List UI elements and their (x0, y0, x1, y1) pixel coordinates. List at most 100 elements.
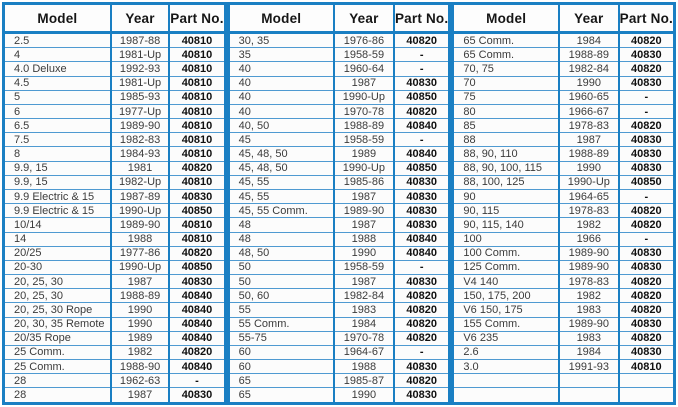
model-cell: 20, 25, 30 Rope (3, 302, 111, 318)
year-cell: 1988-89 (557, 146, 619, 162)
part-cell: 40830 (392, 174, 450, 190)
model-cell: 20, 25, 30 (3, 274, 111, 289)
part-no-header: Part No. (392, 3, 450, 34)
table-row: 9.9, 15 1982-Up 40810 (3, 174, 226, 190)
part-cell: 40830 (617, 259, 675, 275)
table-row: 90, 115, 140 1982 40820 (452, 217, 675, 232)
table-row: 155 Comm. 1989-90 40830 (452, 316, 675, 332)
part-cell: 40820 (617, 288, 675, 303)
table-row: 7.5 1982-83 40810 (3, 132, 226, 147)
year-cell: 1966-67 (557, 103, 619, 119)
year-cell: 1988 (332, 359, 394, 374)
year-cell: 1990-Up (557, 174, 619, 190)
table-row: 88 1987 40830 (452, 132, 675, 147)
year-cell: 1987 (557, 132, 619, 147)
part-cell: 40820 (392, 373, 450, 388)
table-row: 55 Comm. 1984 40820 (228, 316, 450, 332)
model-cell: 50, 60 (228, 288, 334, 303)
year-cell: 1987 (332, 188, 394, 204)
table-row: 90 1964-65- (452, 188, 675, 204)
year-cell: 1958-59 (332, 47, 394, 62)
year-cell: 1987-89 (109, 188, 170, 204)
part-cell: 40830 (392, 203, 450, 218)
table-row: 60 1964-67- (228, 344, 450, 360)
year-cell (557, 373, 619, 388)
table-row: 4.5 1981-Up 40810 (3, 75, 226, 91)
model-cell: 40 (228, 61, 334, 77)
model-header: Model (228, 3, 334, 34)
model-cell: 50 (228, 259, 334, 275)
part-cell: 40850 (392, 160, 450, 176)
part-cell: 40840 (392, 245, 450, 261)
table-row: 20, 30, 35 Remote 1990 40840 (3, 316, 226, 332)
part-cell: 40820 (168, 245, 226, 261)
model-cell: 45, 48, 50 (228, 146, 334, 162)
table-row: 40 1987 40830 (228, 75, 450, 91)
year-cell: 1970-78 (332, 330, 394, 346)
table-row: 48 1987 40830 (228, 217, 450, 232)
model-cell: 6.5 (3, 118, 111, 133)
model-cell: 90, 115 (452, 203, 559, 218)
part-cell: 40830 (617, 75, 675, 91)
table-row: 9.9 Electric & 15 1987-89 40830 (3, 188, 226, 204)
year-cell: 1984 (332, 316, 394, 332)
year-header: Year (557, 3, 619, 34)
model-cell: 45 (228, 132, 334, 147)
model-cell: 2.6 (452, 344, 559, 360)
model-cell: 85 (452, 118, 559, 133)
model-cell: 48 (228, 231, 334, 247)
model-cell: 155 Comm. (452, 316, 559, 332)
table-row: 25 Comm. 1988-90 40840 (3, 359, 226, 374)
part-cell: 40810 (168, 47, 226, 62)
parts-table-group-2: Model Year Part No. 30, 35 1976-86 40820 35… (226, 2, 452, 405)
table-row: 88, 100, 125 1990-Up 40850 (452, 174, 675, 190)
year-cell: 1978-83 (557, 203, 619, 218)
part-cell: 40850 (617, 174, 675, 190)
year-cell: 1985-93 (109, 89, 170, 105)
model-cell: 40 (228, 103, 334, 119)
part-cell: 40810 (168, 75, 226, 91)
part-cell: - (392, 259, 450, 275)
part-cell: 40820 (392, 32, 450, 48)
model-cell: 150, 175, 200 (452, 288, 559, 303)
model-cell: 9.9, 15 (3, 160, 111, 176)
model-cell: 48 (228, 217, 334, 232)
year-cell: 1990 (332, 387, 394, 404)
model-cell: 125 Comm. (452, 259, 559, 275)
table-row: 45, 55 Comm. 1989-90 40830 (228, 203, 450, 218)
part-cell: - (617, 231, 675, 247)
model-cell: 4.5 (3, 75, 111, 91)
model-cell: 40 (228, 89, 334, 105)
year-cell: 1990 (109, 316, 170, 332)
model-cell: 55 Comm. (228, 316, 334, 332)
part-no-header: Part No. (168, 3, 226, 34)
model-cell: 75 (452, 89, 559, 105)
part-cell: - (392, 132, 450, 147)
model-cell: 100 (452, 231, 559, 247)
year-cell: 1987 (332, 75, 394, 91)
table-row: 88, 90, 100, 115 1990 40830 (452, 160, 675, 176)
part-cell: 40840 (168, 330, 226, 346)
year-cell: 1989-90 (557, 316, 619, 332)
part-cell: - (392, 344, 450, 360)
parts-table-group-3: Model Year Part No. 65 Comm. 1984 40820 65 … (451, 2, 677, 405)
year-cell: 1991-93 (557, 359, 619, 374)
model-cell: 14 (3, 231, 111, 247)
table-body: 2.5 1987-88 40810 4 1981-Up 40810 4.0 Deluxe 19… (3, 32, 226, 404)
model-cell: 100 Comm. (452, 245, 559, 261)
year-cell: 1989-90 (109, 118, 170, 133)
model-cell: 65 Comm. (452, 32, 559, 48)
table-row: 85 1978-83 40820 (452, 118, 675, 133)
part-cell: 40820 (617, 330, 675, 346)
model-cell: 28 (3, 373, 111, 388)
model-cell: 55-75 (228, 330, 334, 346)
table-row: V4 140 1978-83 40820 (452, 274, 675, 289)
year-cell: 1987-88 (109, 32, 170, 48)
table-row (452, 387, 675, 404)
part-cell: 40830 (617, 47, 675, 62)
part-cell: 40820 (617, 118, 675, 133)
year-cell: 1958-59 (332, 259, 394, 275)
part-cell: 40810 (168, 32, 226, 48)
table-row: 88, 90, 110 1988-89 40830 (452, 146, 675, 162)
part-cell: 40850 (168, 259, 226, 275)
